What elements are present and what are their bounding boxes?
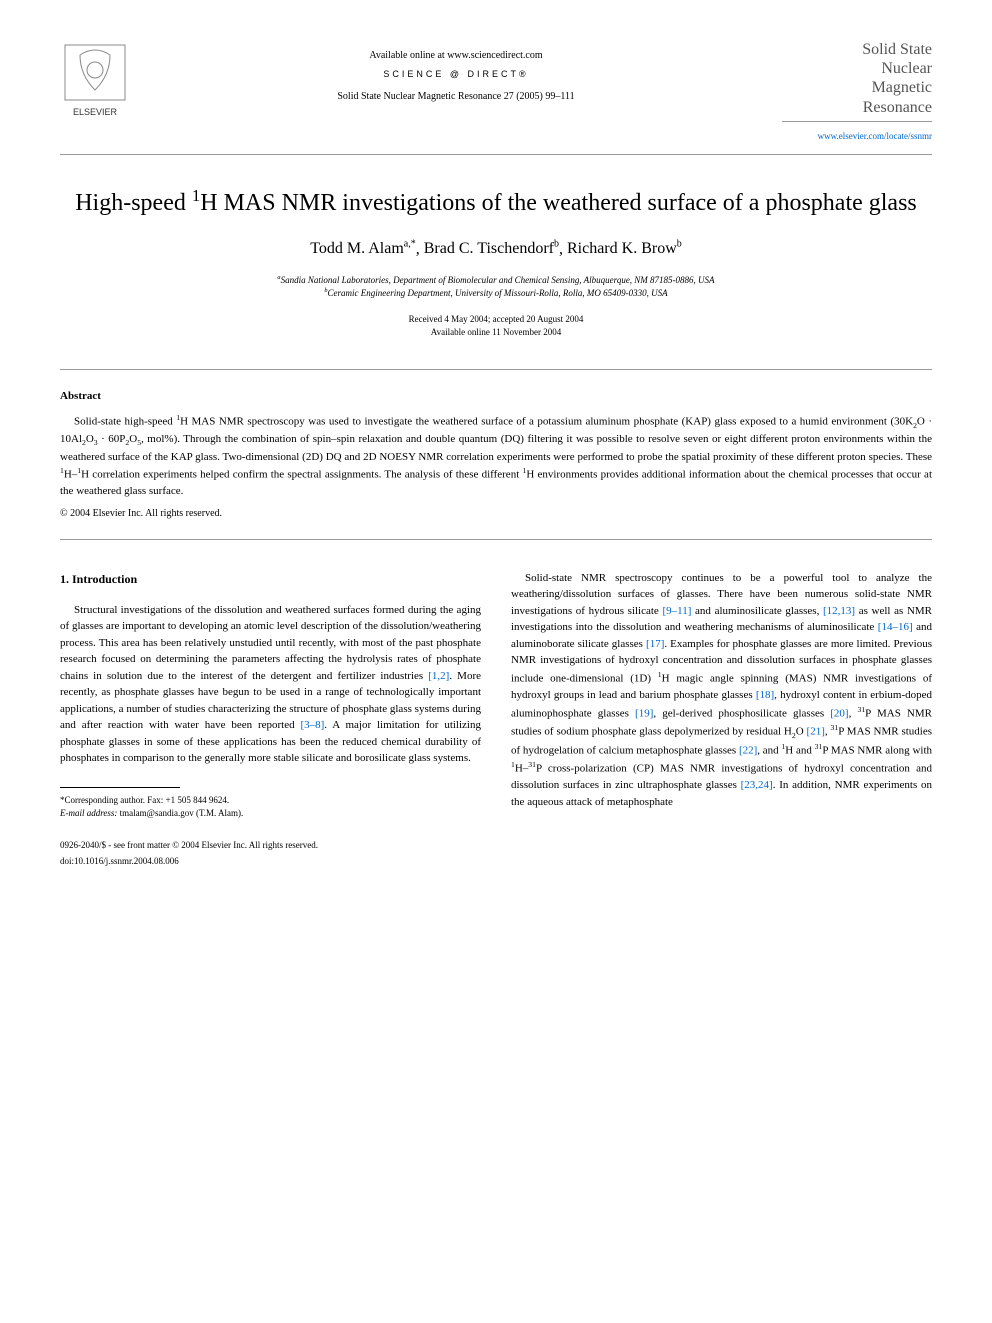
available-date: Available online 11 November 2004: [60, 326, 932, 339]
article-dates: Received 4 May 2004; accepted 20 August …: [60, 313, 932, 338]
corresponding-author-footnote: *Corresponding author. Fax: +1 505 844 9…: [60, 794, 481, 807]
center-header: Available online at www.sciencedirect.co…: [130, 40, 782, 102]
journal-title-line3: Magnetic: [782, 78, 932, 97]
journal-reference: Solid State Nuclear Magnetic Resonance 2…: [130, 91, 782, 102]
journal-title-line2: Nuclear: [782, 59, 932, 78]
svg-text:ELSEVIER: ELSEVIER: [73, 107, 118, 117]
author-1: Todd M. Alama,*: [310, 240, 416, 257]
left-column: 1. Introduction Structural investigation…: [60, 570, 481, 868]
abstract-bottom-divider: [60, 539, 932, 540]
authors-line: Todd M. Alama,*, Brad C. Tischendorfb, R…: [60, 239, 932, 258]
available-online-text: Available online at www.sciencedirect.co…: [130, 50, 782, 61]
article-title: High-speed 1H MAS NMR investigations of …: [60, 185, 932, 219]
header-divider: [60, 154, 932, 155]
author-2: Brad C. Tischendorfb: [424, 240, 559, 257]
affiliation-b: bCeramic Engineering Department, Univers…: [60, 287, 932, 300]
journal-title-line1: Solid State: [782, 40, 932, 59]
author-3: Richard K. Browb: [567, 240, 682, 257]
doi-line: doi:10.1016/j.ssnmr.2004.08.006: [60, 855, 481, 869]
intro-heading: 1. Introduction: [60, 570, 481, 588]
email-footnote: E-mail address: tmalam@sandia.gov (T.M. …: [60, 807, 481, 820]
received-date: Received 4 May 2004; accepted 20 August …: [60, 313, 932, 326]
abstract-text: Solid-state high-speed 1H MAS NMR spectr…: [60, 412, 932, 500]
journal-url-link[interactable]: www.elsevier.com/locate/ssnmr: [818, 131, 932, 141]
journal-branding: Solid State Nuclear Magnetic Resonance w…: [782, 40, 932, 144]
affiliation-a: aSandia National Laboratories, Departmen…: [60, 274, 932, 287]
abstract-heading: Abstract: [60, 390, 932, 402]
science-direct-logo: SCIENCE @ DIRECT®: [130, 69, 782, 79]
body-columns: 1. Introduction Structural investigation…: [60, 570, 932, 868]
journal-title-line4: Resonance: [782, 98, 932, 117]
elsevier-logo: ELSEVIER: [60, 40, 130, 125]
footnote-divider: [60, 787, 180, 788]
abstract-copyright: © 2004 Elsevier Inc. All rights reserved…: [60, 508, 932, 519]
right-column: Solid-state NMR spectroscopy continues t…: [511, 570, 932, 868]
page-header: ELSEVIER Available online at www.science…: [60, 40, 932, 144]
issn-line: 0926-2040/$ - see front matter © 2004 El…: [60, 839, 481, 853]
intro-para-1: Structural investigations of the dissolu…: [60, 602, 481, 767]
affiliations: aSandia National Laboratories, Departmen…: [60, 274, 932, 299]
abstract-top-divider: [60, 369, 932, 370]
intro-para-2: Solid-state NMR spectroscopy continues t…: [511, 570, 932, 811]
